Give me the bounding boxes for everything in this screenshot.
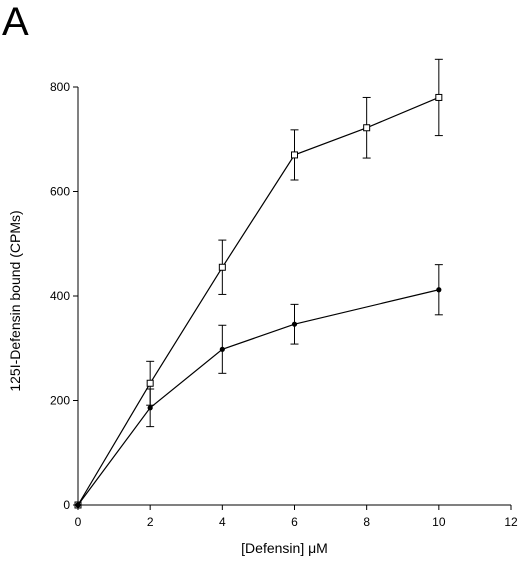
x-tick-label: 10 xyxy=(432,515,446,529)
axes: 0 2 4 6 8 10 12 0 200 400 600 800 xyxy=(50,80,518,529)
x-tick-label: 12 xyxy=(504,515,518,529)
x-tick-label: 0 xyxy=(75,515,82,529)
y-tick-label: 800 xyxy=(50,80,70,94)
x-axis-title: [Defensin] μM xyxy=(241,540,328,556)
data-point xyxy=(291,321,298,327)
y-tick-label: 0 xyxy=(63,498,70,512)
y-tick-label: 600 xyxy=(50,185,70,199)
data-point xyxy=(147,405,153,411)
x-tick-label: 2 xyxy=(147,515,154,529)
y-tick-label: 200 xyxy=(50,394,70,408)
data-point xyxy=(291,151,298,159)
panel-label: A xyxy=(2,0,29,44)
series-1 xyxy=(74,58,443,509)
series-layer xyxy=(74,58,443,509)
data-point xyxy=(363,124,371,132)
data-point xyxy=(435,93,443,101)
y-tick-label: 400 xyxy=(50,289,70,303)
y-axis-title: 125I-Defensin bound (CPMs) xyxy=(7,210,23,391)
x-tick-label: 6 xyxy=(291,515,298,529)
x-tick-label: 4 xyxy=(219,515,226,529)
data-point xyxy=(218,263,226,271)
series-line xyxy=(77,289,439,506)
series-2 xyxy=(75,264,443,508)
x-tick-label: 8 xyxy=(363,515,370,529)
data-point xyxy=(146,379,154,387)
data-point xyxy=(436,287,442,293)
data-point xyxy=(219,346,225,352)
data-point xyxy=(75,502,81,508)
series-line xyxy=(77,96,440,506)
